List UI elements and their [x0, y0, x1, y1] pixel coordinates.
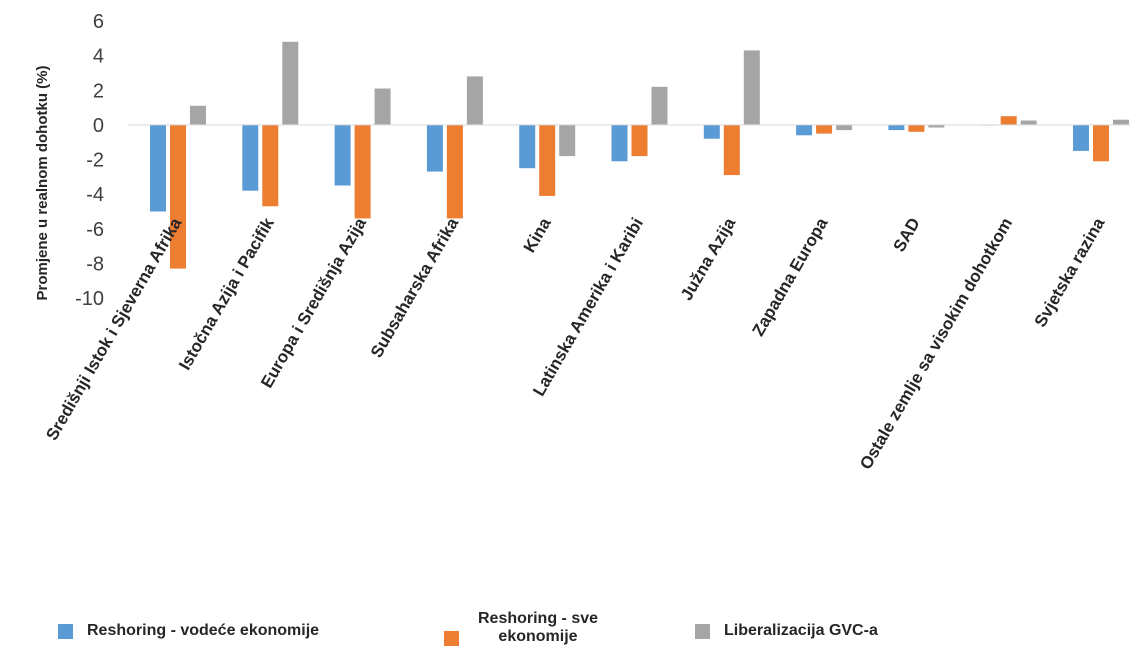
bar [908, 124, 925, 132]
bar-chart: Promjene u realnom dohotku (%) 6 4 2 0 -2 -4 -… [34, 11, 1130, 473]
y-tick-label: 6 [93, 11, 104, 33]
bar [928, 124, 945, 128]
bar [519, 124, 536, 169]
legend-label: Liberalizacija GVC-a [724, 622, 878, 639]
y-tick-label: 4 [93, 46, 104, 68]
bar [1020, 120, 1037, 125]
category-label: Zapadna Europa [749, 214, 832, 339]
bar [836, 124, 853, 131]
y-tick-label: 0 [93, 115, 104, 137]
category-label: Južna Azija [677, 214, 740, 304]
category-label: Kina [520, 214, 555, 256]
bar [816, 124, 833, 134]
y-axis-title: Promjene u realnom dohotku (%) [34, 65, 51, 300]
bar [539, 124, 556, 196]
y-tick-labels: 6 4 2 0 -2 -4 -6 -8 -10 [75, 11, 104, 310]
category-label: Latinska Amerika i Karibi [529, 215, 647, 400]
legend-item-sve: Reshoring - sve ekonomije [444, 610, 603, 646]
bar [559, 124, 576, 157]
category-label: Europa i Središnja Azija [257, 214, 370, 391]
y-tick-label: 2 [93, 80, 104, 102]
y-tick-label: -2 [86, 150, 104, 172]
bar [743, 50, 760, 125]
bar [354, 124, 371, 219]
bar [796, 124, 813, 136]
category-label: Svjetska razina [1031, 214, 1109, 330]
legend-swatch-orange [444, 630, 459, 646]
category-label: SAD [889, 215, 923, 256]
bar [262, 124, 279, 207]
bar [1073, 124, 1089, 151]
bar [242, 124, 259, 191]
bars [128, 41, 1130, 269]
bar [1093, 124, 1109, 162]
legend-item-vodece: Reshoring - vodeće ekonomije [58, 622, 319, 640]
bar [190, 105, 206, 125]
y-tick-label: -10 [75, 288, 104, 310]
legend-swatch-gray [695, 623, 710, 639]
bar [1000, 116, 1017, 125]
bar [1113, 119, 1129, 125]
category-label: Istočna Azija i Pacifik [175, 214, 278, 373]
bar [282, 41, 299, 125]
bar [703, 124, 720, 139]
bar [426, 124, 443, 172]
category-label: Subsaharska Afrika [367, 214, 463, 361]
bar [170, 124, 186, 269]
legend-swatch-blue [58, 623, 73, 639]
category-label: Središnji Istok i Sjeverna Afrika [42, 214, 185, 444]
bar [631, 124, 648, 157]
legend-item-gvc: Liberalizacija GVC-a [695, 622, 878, 640]
bar [150, 124, 166, 212]
bar [611, 124, 628, 162]
y-axis-title-group: Promjene u realnom dohotku (%) [34, 65, 51, 300]
bar [888, 124, 905, 131]
bar [334, 124, 351, 186]
category-label: Ostale zemlje sa visokim dohotkom [856, 214, 1016, 472]
legend-label: Reshoring - vodeće ekonomije [87, 622, 320, 639]
legend: Reshoring - vodeće ekonomije Reshoring -… [0, 598, 1144, 646]
y-tick-label: -6 [86, 219, 104, 241]
bar [723, 124, 740, 176]
bar [374, 88, 391, 125]
legend-label: Reshoring - sve ekonomije [477, 610, 599, 645]
y-tick-label: -4 [86, 184, 104, 206]
y-tick-label: -8 [86, 253, 104, 275]
bar [651, 86, 668, 125]
bar [446, 124, 463, 219]
bar [466, 76, 483, 125]
category-labels: Središnji Istok i Sjeverna AfrikaIstočna… [42, 214, 1108, 473]
